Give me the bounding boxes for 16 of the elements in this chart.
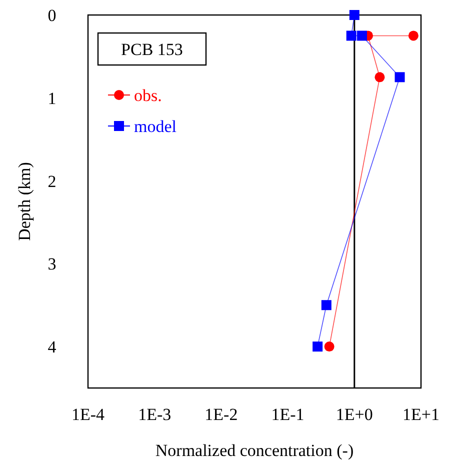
x-tick-label: 1E-4 xyxy=(71,405,106,424)
y-axis-title: Depth (km) xyxy=(15,162,34,241)
legend-label: model xyxy=(134,117,177,136)
legend-label: obs. xyxy=(134,86,162,105)
y-tick-label: 1 xyxy=(48,88,56,108)
text: PCB 153 xyxy=(121,40,183,59)
x-tick-label: 1E-2 xyxy=(204,405,238,424)
x-tick-label: 1E-3 xyxy=(138,405,172,424)
y-tick-label: 0 xyxy=(48,6,56,25)
y-tick-label: 3 xyxy=(48,254,56,274)
x-tick-label: 1E+1 xyxy=(402,405,440,424)
x-axis-title: Normalized concentration (-) xyxy=(155,441,354,460)
x-tick-label: 1E-1 xyxy=(271,405,304,424)
x-tick-label: 1E+0 xyxy=(336,405,373,424)
y-tick-label: 2 xyxy=(48,172,56,191)
y-tick-label: 4 xyxy=(48,338,57,357)
